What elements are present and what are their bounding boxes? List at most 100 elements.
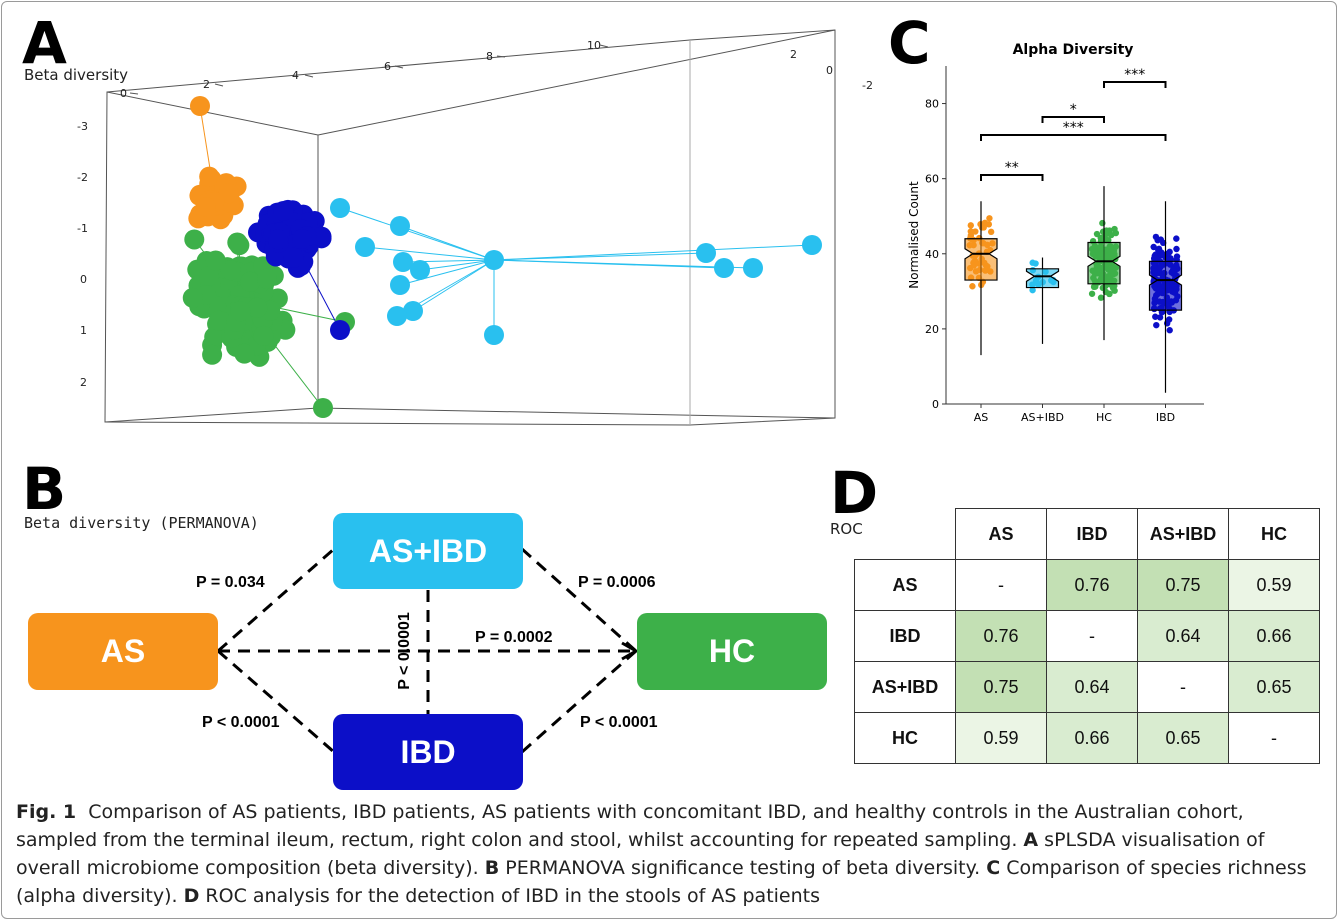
- scatter-points: [182, 96, 822, 418]
- x-tick-label: AS: [974, 411, 989, 424]
- roc-cell: 0.64: [1046, 661, 1138, 713]
- tick-left-neg2: -2: [77, 171, 88, 184]
- arrow-head-hc: [621, 641, 640, 661]
- scatter-point: [403, 301, 423, 321]
- tick-left-0: 0: [80, 273, 87, 286]
- scatter-point: [292, 228, 313, 249]
- scatter-point: [330, 198, 350, 218]
- scatter-point: [696, 243, 716, 263]
- axis-ticks-a: 0 2 4 6 8 10 2 0 -2 -3 -2 -1 0 1 2: [77, 39, 873, 389]
- centroid-point: [484, 250, 504, 270]
- scatter-point: [393, 252, 413, 272]
- spoke: [493, 244, 813, 261]
- box-edge: [104, 407, 319, 423]
- jitter-point: [1108, 231, 1115, 239]
- scatter-point: [199, 266, 220, 287]
- significance-bracket: [1103, 81, 1167, 88]
- node-as-ibd: AS+IBD: [333, 513, 523, 589]
- edge-as-ibd: [217, 649, 335, 754]
- jitter-point: [1155, 245, 1163, 253]
- jitter-point: [987, 228, 995, 236]
- scatter-point: [313, 398, 333, 418]
- roc-cell: 0.59: [1228, 559, 1320, 611]
- tick-top-6: 6: [384, 60, 391, 73]
- box-outline: [104, 29, 836, 426]
- caption-d-key: D: [183, 885, 200, 907]
- scatter-point: [311, 226, 332, 247]
- significance-brackets: *********: [980, 67, 1167, 181]
- node-ibd: IBD: [333, 714, 523, 790]
- roc-col-header: HC: [1228, 508, 1320, 560]
- scatter-point: [253, 325, 274, 346]
- scatter-point: [205, 250, 226, 271]
- caption-b-text: PERMANOVA significance testing of beta d…: [505, 857, 981, 879]
- jitter-point: [969, 283, 976, 290]
- box: [964, 238, 998, 281]
- jitter-point: [1152, 233, 1160, 241]
- jitter-point: [1166, 327, 1173, 334]
- box: [1025, 268, 1060, 289]
- x-tick-label: HC: [1096, 411, 1112, 424]
- y-ticks: 0 20 40 60 80: [925, 98, 946, 411]
- scatter-point: [410, 260, 430, 280]
- significance-bracket: [1041, 116, 1105, 123]
- roc-cell: 0.75: [955, 661, 1047, 713]
- scatter-point: [484, 325, 504, 345]
- roc-row: AS - 0.76 0.75 0.59: [854, 559, 1320, 611]
- box-edge: [317, 29, 836, 136]
- edge-as-asibd: [217, 547, 335, 653]
- beta-diversity-3d-scatter: 0 2 4 6 8 10 2 0 -2 -3 -2 -1 0 1 2: [77, 29, 873, 426]
- y-tick-label: 80: [925, 98, 939, 111]
- spoke: [364, 246, 495, 261]
- edge-asibd-hc: [520, 547, 638, 653]
- panel-a-label: Beta diversity: [24, 66, 129, 84]
- jitter-point: [1111, 225, 1118, 233]
- node-as: AS: [28, 613, 218, 690]
- roc-col-header: IBD: [1046, 508, 1138, 560]
- jitter-point: [1173, 235, 1180, 242]
- jitter-point: [1111, 287, 1118, 294]
- scatter-point: [283, 247, 304, 268]
- tick-top-2: 2: [203, 78, 210, 91]
- roc-row-header: AS: [854, 559, 956, 611]
- jitter-point: [1088, 290, 1096, 297]
- scatter-point: [230, 301, 251, 322]
- top-tick-marks: [129, 44, 609, 95]
- spoke: [419, 259, 495, 271]
- caption-c-key: C: [986, 857, 1001, 879]
- jitter-point: [967, 222, 974, 229]
- jitter-point: [967, 228, 975, 235]
- scatter-point: [256, 268, 277, 289]
- jitter-point: [1029, 286, 1036, 294]
- jitter-point: [1099, 219, 1106, 227]
- y-axis-label: Normalised Count: [907, 181, 921, 289]
- jitter-point: [972, 228, 979, 235]
- roc-row: IBD 0.76 - 0.64 0.66: [854, 610, 1320, 662]
- significance-stars: ***: [1124, 67, 1145, 83]
- scatter-point: [208, 310, 229, 331]
- roc-cell: 0.76: [955, 610, 1047, 662]
- jitter-point: [1164, 250, 1172, 257]
- scatter-point: [199, 166, 220, 187]
- y-tick-label: 0: [932, 398, 939, 411]
- significance-bracket: [980, 134, 1167, 141]
- scatter-point: [247, 297, 268, 318]
- tick-left-1: 1: [80, 324, 87, 337]
- caption-fig-label: Fig. 1: [16, 801, 77, 823]
- box: [1087, 241, 1121, 285]
- tick-top-0: 0: [120, 87, 127, 100]
- panel-a-letter: A: [22, 9, 67, 77]
- box-edge: [317, 407, 836, 419]
- permanova-connectors: [217, 547, 640, 754]
- spoke: [493, 259, 754, 269]
- tick-right-0: 0: [826, 64, 833, 77]
- box-edge: [106, 91, 319, 136]
- x-tick-label: IBD: [1156, 411, 1175, 424]
- scatter-point: [195, 196, 216, 217]
- roc-cell: 0.59: [955, 712, 1047, 764]
- box: [1148, 260, 1183, 311]
- y-tick-label: 60: [925, 173, 939, 186]
- jitter-point: [1150, 243, 1157, 251]
- roc-cell: 0.66: [1046, 712, 1138, 764]
- jitter-point: [1153, 321, 1160, 329]
